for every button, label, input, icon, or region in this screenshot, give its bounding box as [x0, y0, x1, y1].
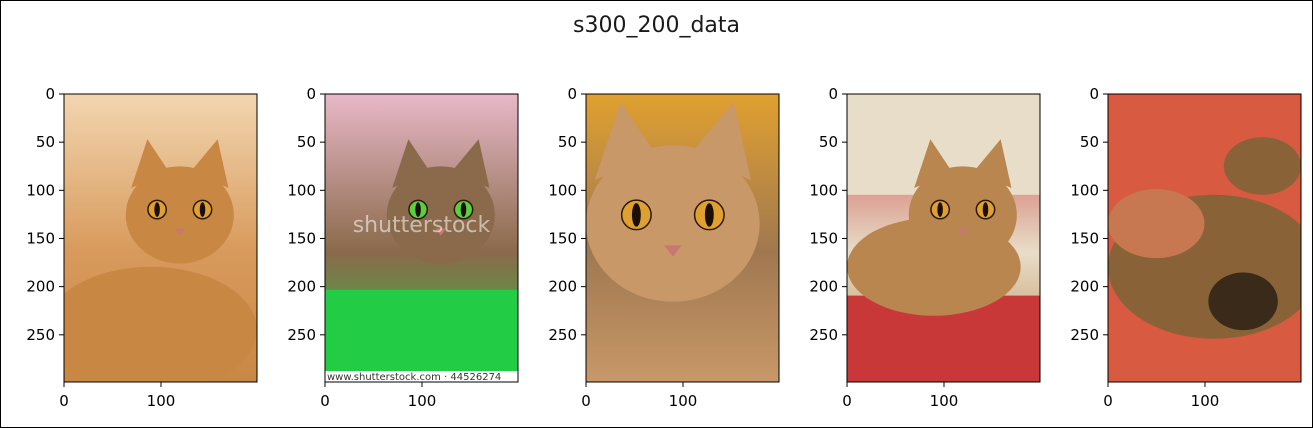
image-panel-1: shutterstock www.shutterstock.com · 44526…: [287, 85, 519, 410]
x-tick-label: 0: [1103, 392, 1113, 410]
cat-photo: [64, 94, 257, 382]
x-tick-label: 100: [669, 392, 698, 410]
cat-photo: shutterstock www.shutterstock.com · 44526…: [325, 94, 518, 383]
y-tick-label: 100: [287, 181, 316, 199]
cat-photo: [1108, 94, 1301, 382]
y-tick-label: 50: [297, 133, 316, 151]
cat-photo: [586, 94, 779, 382]
y-tick-label: 150: [809, 229, 838, 247]
x-tick-label: 0: [581, 392, 591, 410]
x-tick-label: 0: [320, 392, 330, 410]
y-tick-label: 250: [1070, 326, 1099, 344]
watermark-text: shutterstock: [353, 213, 491, 238]
y-tick-label: 0: [45, 85, 55, 103]
image-panel-0: 0 50 100 150 200 250 0 100: [26, 85, 258, 410]
y-tick-label: 50: [819, 133, 838, 151]
y-tick-label: 200: [1070, 278, 1099, 296]
y-tick-label: 200: [809, 278, 838, 296]
y-tick-label: 0: [306, 85, 316, 103]
x-tick-label: 0: [59, 392, 69, 410]
y-tick-label: 100: [548, 181, 577, 199]
y-tick-label: 200: [548, 278, 577, 296]
image-panel-3: 0 50 100 150 200 250 0 100: [809, 85, 1041, 410]
y-tick-label: 250: [287, 326, 316, 344]
y-tick-label: 150: [548, 229, 577, 247]
x-tick-label: 100: [147, 392, 176, 410]
x-tick-label: 100: [408, 392, 437, 410]
y-tick-label: 250: [26, 326, 55, 344]
watermark-url: www.shutterstock.com · 44526274: [327, 372, 501, 383]
y-tick-label: 250: [809, 326, 838, 344]
y-tick-label: 0: [567, 85, 577, 103]
y-tick-label: 100: [809, 181, 838, 199]
x-tick-label: 100: [930, 392, 959, 410]
y-tick-label: 0: [828, 85, 838, 103]
x-tick-label: 0: [842, 392, 852, 410]
y-tick-label: 100: [1070, 181, 1099, 199]
y-tick-label: 50: [558, 133, 577, 151]
image-panel-2: 0 50 100 150 200 250 0 100: [548, 85, 780, 410]
y-tick-label: 0: [1089, 85, 1099, 103]
image-panel-4: 0 50 100 150 200 250 0 100: [1070, 85, 1302, 410]
y-tick-label: 100: [26, 181, 55, 199]
y-tick-label: 200: [26, 278, 55, 296]
y-tick-label: 150: [1070, 229, 1099, 247]
y-tick-label: 150: [26, 229, 55, 247]
y-tick-label: 200: [287, 278, 316, 296]
cat-photo: [847, 94, 1040, 382]
y-tick-label: 50: [36, 133, 55, 151]
figure-title: s300_200_data: [573, 13, 740, 38]
y-tick-label: 250: [548, 326, 577, 344]
x-tick-label: 100: [1191, 392, 1220, 410]
y-tick-label: 150: [287, 229, 316, 247]
y-tick-label: 50: [1080, 133, 1099, 151]
